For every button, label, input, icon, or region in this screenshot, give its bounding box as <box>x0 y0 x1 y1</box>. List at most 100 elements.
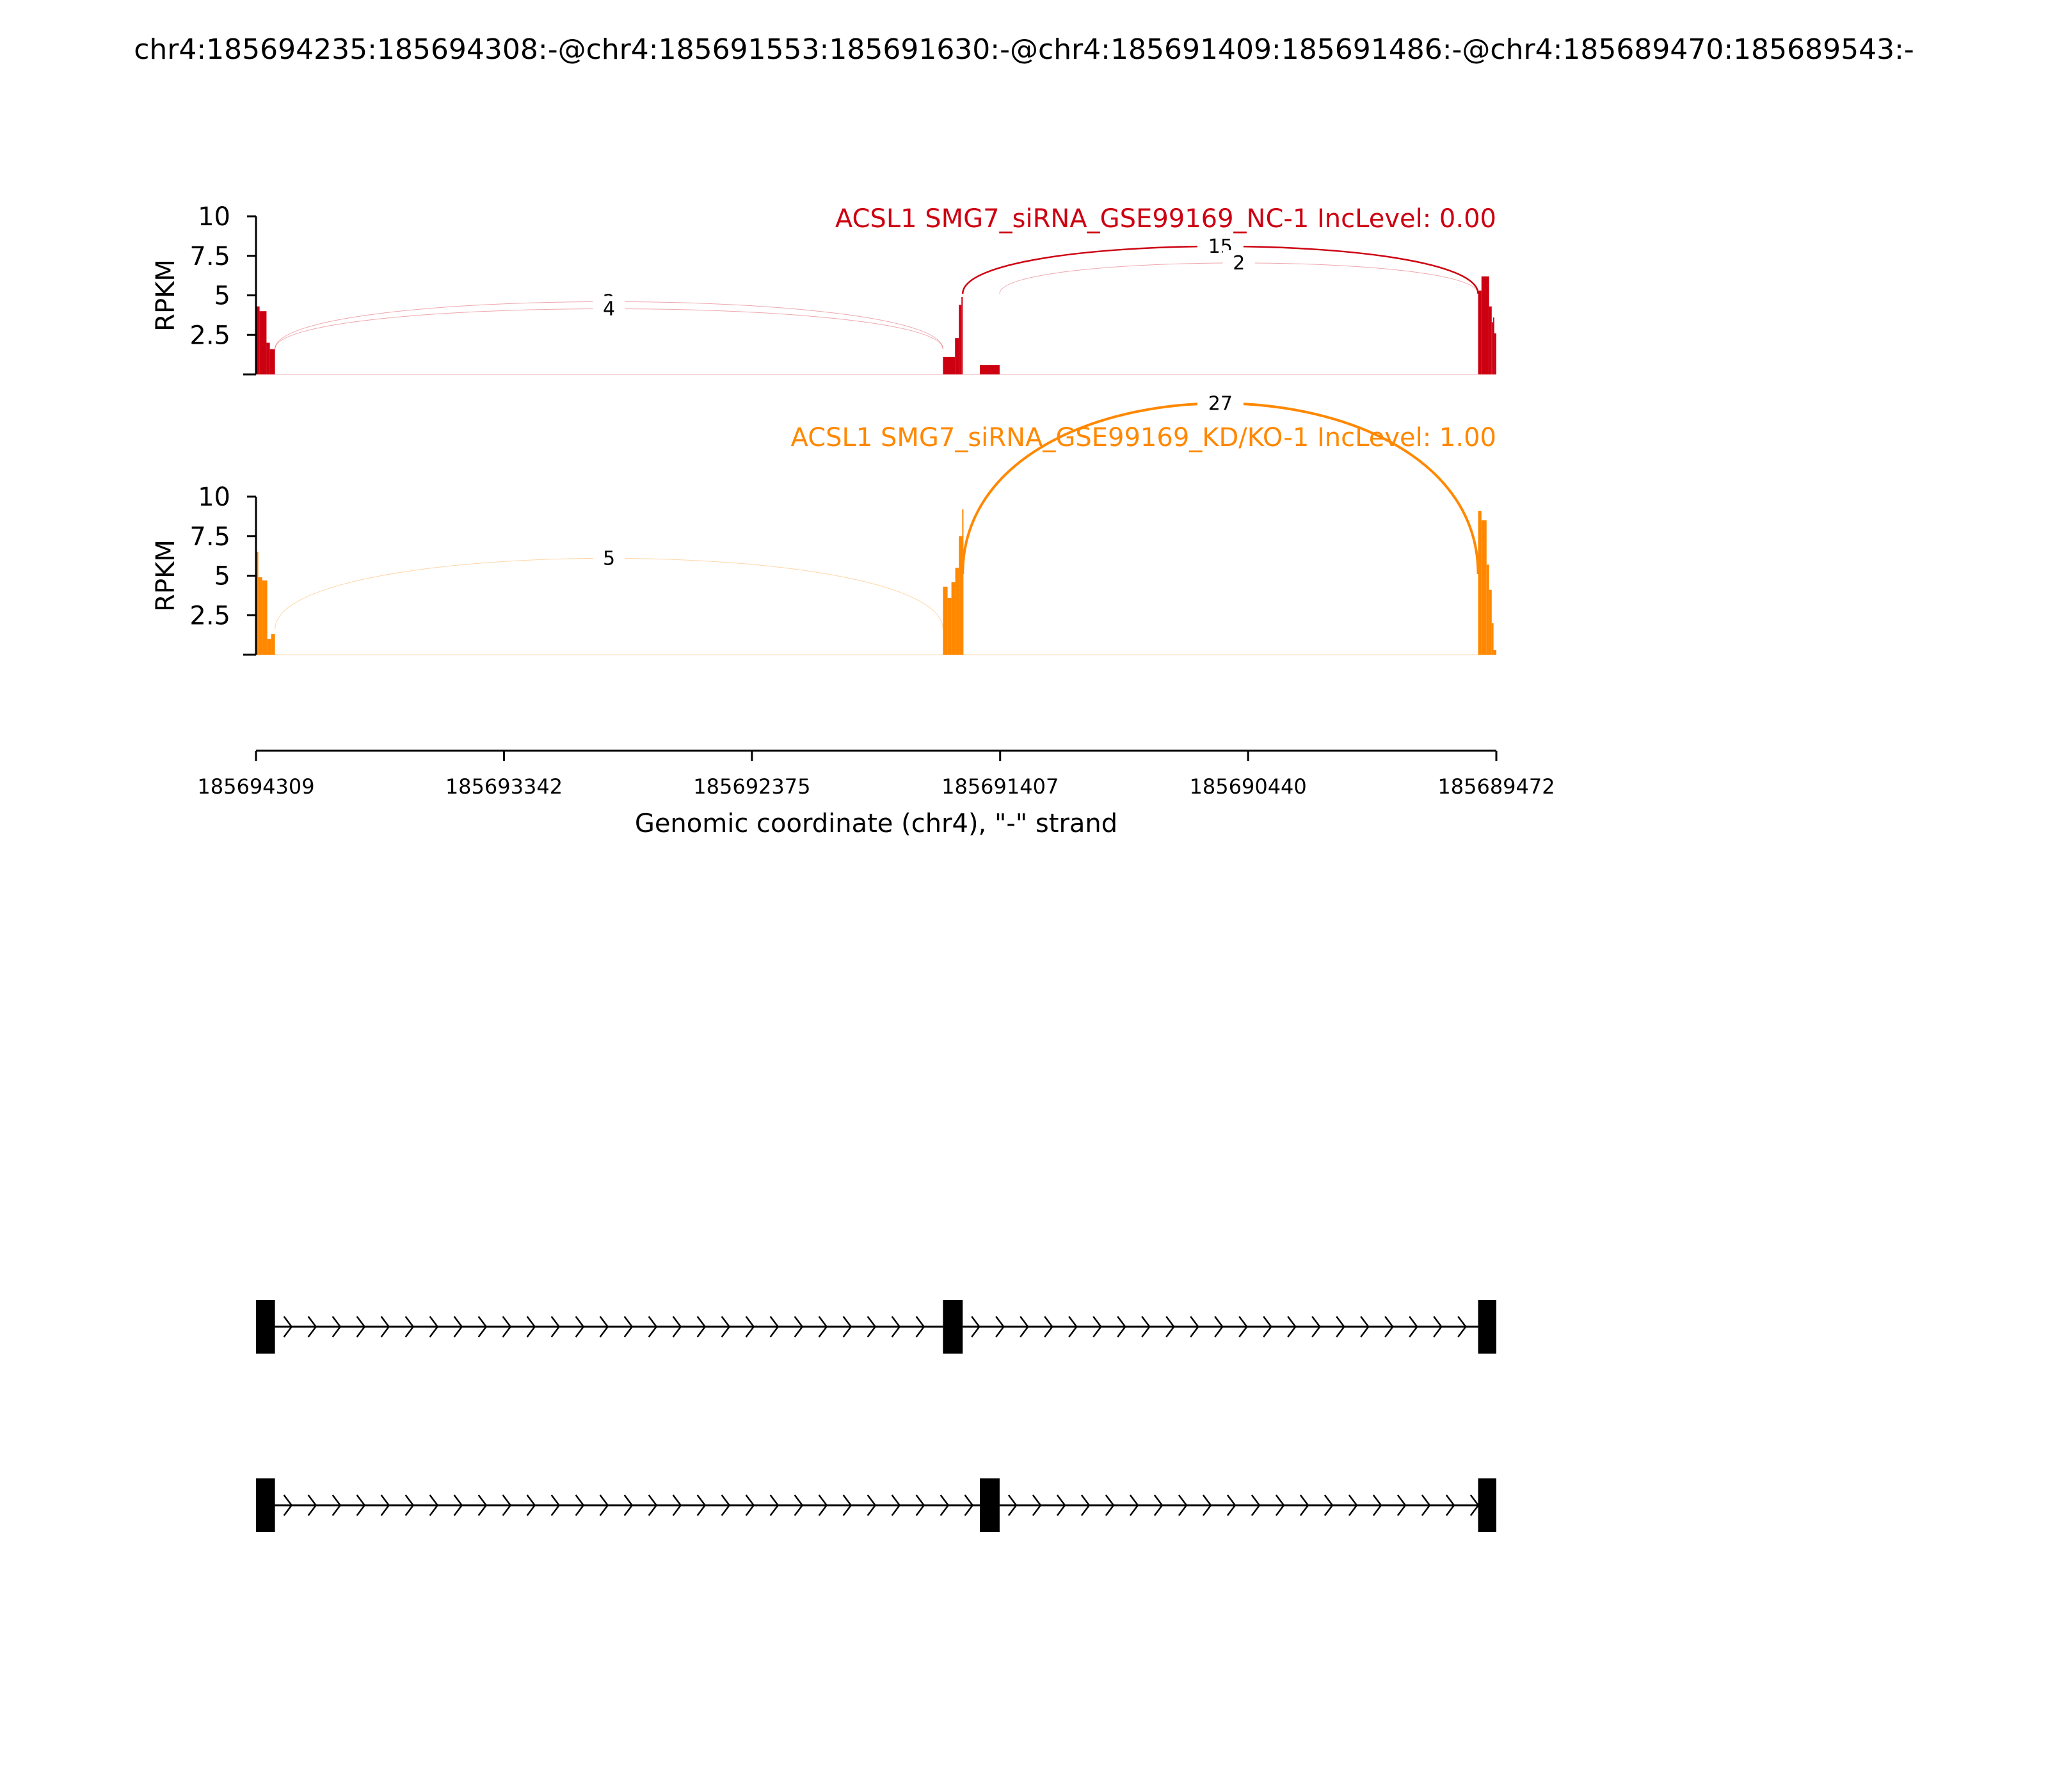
strand-chevron <box>1348 1494 1358 1516</box>
coverage-bar <box>1492 317 1494 374</box>
y-tick-label: 5 <box>214 562 230 591</box>
x-tick-label: 185694309 <box>197 774 314 799</box>
coverage-bar <box>1481 276 1489 374</box>
strand-chevron <box>1226 1494 1236 1516</box>
coverage-bar <box>961 296 963 374</box>
strand-chevron <box>526 1316 536 1338</box>
strand-chevron <box>307 1494 317 1516</box>
x-tick-label: 185692375 <box>693 774 810 799</box>
exon-block <box>1478 1478 1496 1532</box>
strand-chevron <box>332 1494 342 1516</box>
strand-chevron <box>1299 1494 1309 1516</box>
coverage-bar <box>955 338 959 374</box>
strand-chevron <box>818 1316 828 1338</box>
strand-chevron <box>429 1316 439 1338</box>
strand-chevron <box>1141 1316 1151 1338</box>
coverage-bar <box>267 639 271 655</box>
strand-chevron <box>696 1316 707 1338</box>
coverage-bar <box>951 582 956 655</box>
strand-chevron <box>429 1494 439 1516</box>
strand-chevron <box>1178 1494 1188 1516</box>
strand-chevron <box>1105 1494 1115 1516</box>
y-tick-label: 7.5 <box>189 522 230 552</box>
strand-chevron <box>842 1494 852 1516</box>
strand-chevron <box>721 1316 731 1338</box>
junction-label-bg <box>1197 390 1244 417</box>
strand-chevron <box>1056 1494 1066 1516</box>
strand-chevron <box>1324 1494 1334 1516</box>
strand-chevron <box>867 1316 877 1338</box>
strand-chevron <box>575 1494 585 1516</box>
strand-chevron <box>502 1316 512 1338</box>
coverage-bar <box>959 305 962 374</box>
x-tick-label: 185693342 <box>445 774 563 799</box>
junction-count-label: 4 <box>603 298 615 320</box>
strand-chevron <box>575 1316 585 1338</box>
strand-chevron <box>696 1494 707 1516</box>
strand-chevron <box>1165 1316 1175 1338</box>
coverage-bar <box>943 356 956 374</box>
coverage-bar <box>959 536 963 655</box>
coverage-bar <box>955 568 959 655</box>
strand-chevron <box>1117 1316 1126 1338</box>
coverage-bar <box>1493 650 1496 655</box>
strand-chevron <box>453 1316 463 1338</box>
coverage-bar <box>1486 564 1489 655</box>
y-tick-label: 10 <box>198 483 230 512</box>
coverage-bar <box>1491 623 1494 655</box>
strand-chevron <box>1360 1316 1370 1338</box>
strand-chevron <box>1336 1316 1345 1338</box>
strand-chevron <box>915 1494 925 1516</box>
coverage-bar <box>1491 322 1493 374</box>
strand-chevron <box>599 1494 609 1516</box>
coverage-bar <box>266 342 270 374</box>
coverage-bar <box>1489 589 1492 655</box>
strand-chevron <box>745 1316 755 1338</box>
junction-count-label: 5 <box>603 547 615 570</box>
strand-chevron <box>1396 1494 1407 1516</box>
strand-chevron <box>745 1494 755 1516</box>
strand-chevron <box>1275 1494 1285 1516</box>
y-axis-label: RPKM <box>151 259 180 332</box>
strand-chevron <box>404 1316 415 1338</box>
strand-chevron <box>940 1494 950 1516</box>
junction-count-label: 2 <box>1233 252 1245 275</box>
coverage-bar <box>947 598 952 655</box>
strand-chevron <box>404 1494 415 1516</box>
strand-chevron <box>891 1316 901 1338</box>
strand-chevron <box>818 1494 828 1516</box>
track-title: ACSL1 SMG7_siRNA_GSE99169_NC-1 IncLevel:… <box>835 204 1496 234</box>
strand-chevron <box>648 1494 658 1516</box>
exon-block <box>256 1478 275 1532</box>
isoform-structures <box>256 1300 1496 1532</box>
strand-chevron <box>623 1494 634 1516</box>
strand-chevron <box>550 1316 561 1338</box>
coverage-bar <box>262 580 268 655</box>
strand-chevron <box>1153 1494 1164 1516</box>
track-title: ACSL1 SMG7_siRNA_GSE99169_KD/KO-1 IncLev… <box>791 423 1496 452</box>
strand-chevron <box>283 1494 293 1516</box>
strand-chevron <box>1044 1316 1053 1338</box>
strand-chevron <box>1457 1316 1467 1338</box>
strand-chevron <box>1190 1316 1199 1338</box>
exon-block <box>256 1300 275 1354</box>
strand-chevron <box>356 1494 366 1516</box>
strand-chevron <box>1068 1316 1078 1338</box>
strand-chevron <box>769 1316 780 1338</box>
x-tick-label: 185689472 <box>1437 774 1555 799</box>
isoform-model <box>256 1478 1496 1532</box>
strand-chevron <box>1092 1316 1102 1338</box>
strand-chevron <box>526 1494 536 1516</box>
strand-chevron <box>867 1494 877 1516</box>
strand-chevron <box>1080 1494 1091 1516</box>
strand-chevron <box>453 1494 463 1516</box>
strand-chevron <box>1287 1316 1297 1338</box>
coverage-bar <box>271 634 275 655</box>
strand-chevron <box>599 1316 609 1338</box>
strand-chevron <box>332 1316 342 1338</box>
strand-chevron <box>1020 1316 1029 1338</box>
strand-chevron <box>721 1494 731 1516</box>
strand-chevron <box>891 1494 901 1516</box>
